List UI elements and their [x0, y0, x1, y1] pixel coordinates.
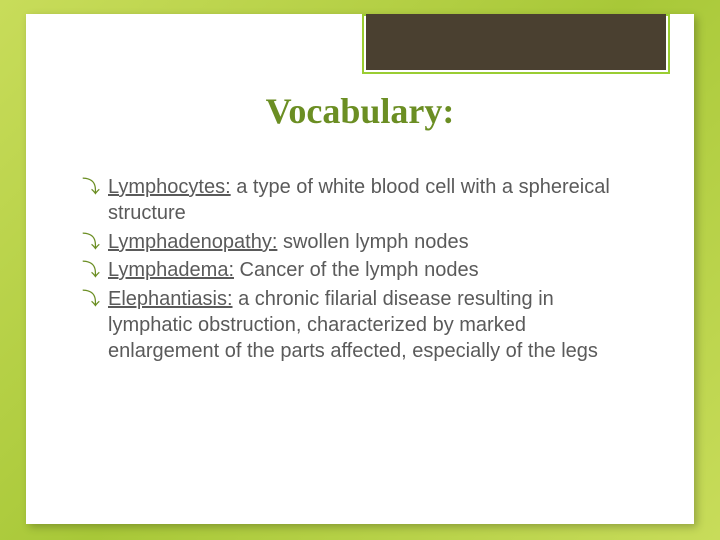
vocab-list: ⤵ Lymphocytes: a type of white blood cel…: [82, 174, 624, 367]
slide-card: Vocabulary: ⤵ Lymphocytes: a type of whi…: [26, 14, 694, 524]
list-item: ⤵ Lymphadenopathy: swollen lymph nodes: [82, 229, 624, 255]
definition: swollen lymph nodes: [277, 231, 468, 253]
list-item: ⤵ Lymphocytes: a type of white blood cel…: [82, 174, 624, 227]
slide-title: Vocabulary:: [26, 90, 694, 132]
list-item: ⤵ Elephantiasis: a chronic filarial dise…: [82, 286, 624, 365]
term: Elephantiasis:: [108, 288, 233, 310]
bullet-icon: ⤵: [82, 288, 100, 312]
bullet-icon: ⤵: [82, 259, 100, 283]
list-item: ⤵ Lymphadema: Cancer of the lymph nodes: [82, 257, 624, 283]
term: Lymphadenopathy:: [108, 231, 277, 253]
term: Lymphadema:: [108, 259, 234, 281]
header-decor-block: [366, 14, 666, 70]
term: Lymphocytes:: [108, 176, 231, 198]
bullet-icon: ⤵: [82, 176, 100, 200]
bullet-icon: ⤵: [82, 231, 100, 255]
definition: Cancer of the lymph nodes: [234, 259, 479, 281]
